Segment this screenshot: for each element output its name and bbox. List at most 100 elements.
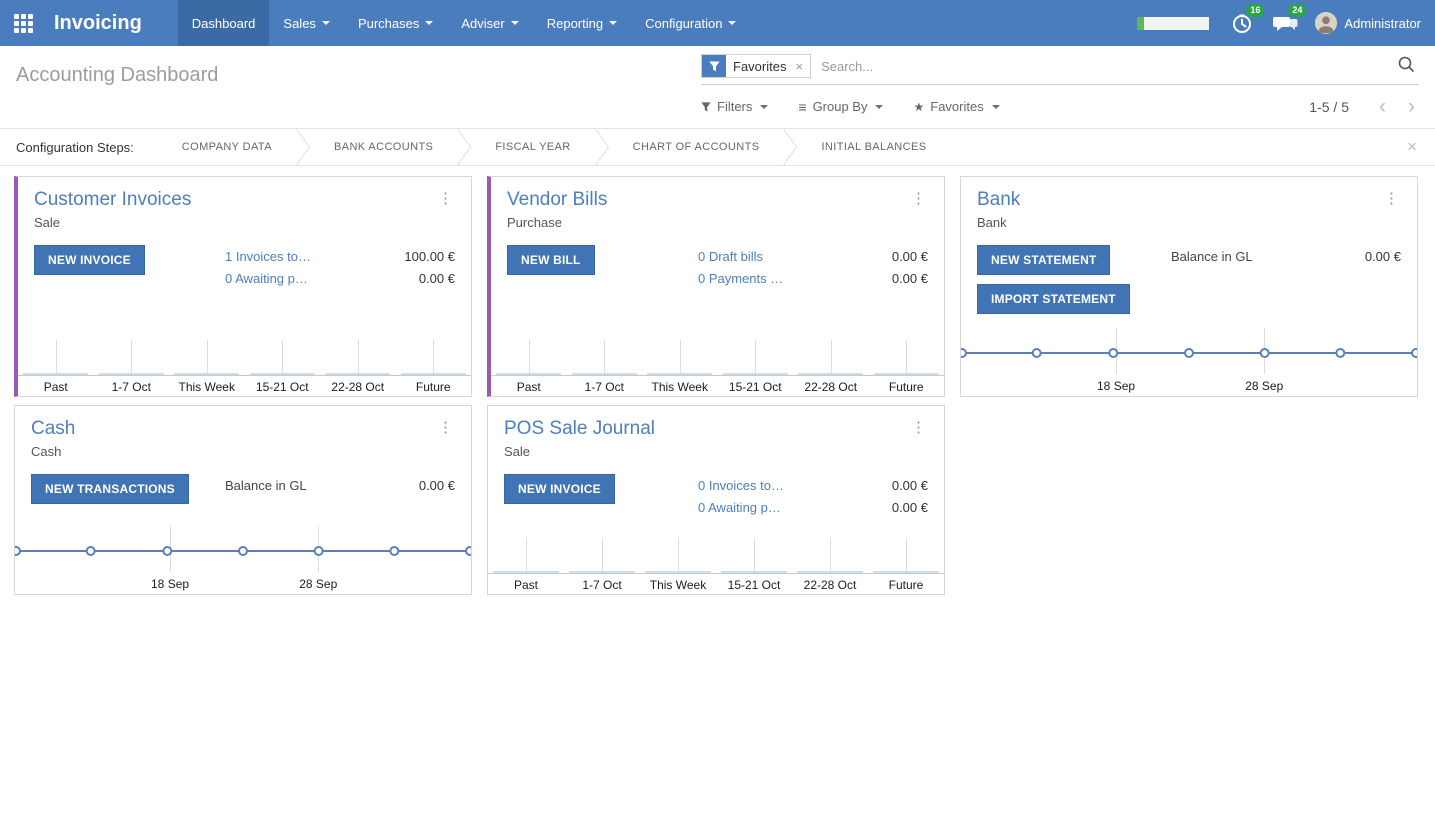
chart-band: [793, 334, 869, 376]
customer-invoices-bar-chart[interactable]: Past 1-7 Oct This Week 15-21 Oct 22-28 O…: [18, 334, 471, 396]
menu-dashboard[interactable]: Dashboard: [177, 0, 270, 46]
kebab-menu-icon[interactable]: [907, 418, 930, 437]
apps-menu-button[interactable]: [0, 0, 46, 46]
kebab-menu-icon[interactable]: [1380, 189, 1403, 208]
chart-band: [245, 334, 321, 376]
x-axis-labels: Past 1-7 Oct This Week 15-21 Oct 22-28 O…: [491, 376, 944, 396]
card-title[interactable]: Customer Invoices: [34, 189, 192, 210]
card-subtitle: Sale: [34, 214, 61, 230]
info-row: 0 Payments … 0.00 €: [698, 271, 928, 286]
group-by-dropdown[interactable]: ≡ Group By: [798, 99, 884, 115]
chart-band: [869, 334, 945, 376]
menu-configuration[interactable]: Configuration: [631, 0, 750, 46]
invoices-to-validate-link[interactable]: 0 Invoices to…: [698, 477, 784, 493]
axis-label: 22-28 Oct: [331, 380, 385, 394]
control-panel: Accounting Dashboard Favorites Filters: [0, 46, 1435, 128]
facet-label: Favorites: [733, 58, 787, 74]
menu-reporting[interactable]: Reporting: [533, 0, 631, 46]
step-initial-balances[interactable]: INITIAL BALANCES: [821, 141, 927, 153]
x-axis-labels: Past 1-7 Oct This Week 15-21 Oct 22-28 O…: [488, 574, 944, 594]
card-title[interactable]: Cash: [31, 418, 76, 439]
messages-badge: 24: [1288, 4, 1307, 17]
info-row: 0 Draft bills 0.00 €: [698, 249, 928, 264]
card-bank: Bank Bank NEW STATEMENT IMPORT STATEMENT…: [960, 176, 1418, 397]
pager-next-button[interactable]: [1404, 96, 1419, 117]
axis-label: Future: [415, 380, 451, 394]
kebab-menu-icon[interactable]: [434, 189, 457, 208]
import-statement-button[interactable]: IMPORT STATEMENT: [977, 283, 1130, 314]
vendor-bills-bar-chart[interactable]: Past 1-7 Oct This Week 15-21 Oct 22-28 O…: [491, 334, 944, 396]
menu-sales[interactable]: Sales: [269, 0, 344, 46]
page-title: Accounting Dashboard: [16, 64, 219, 86]
menu-adviser-label: Adviser: [461, 15, 505, 31]
group-by-label: Group By: [812, 99, 868, 114]
draft-bills-link[interactable]: 0 Draft bills: [698, 248, 764, 264]
balance-in-gl-label: Balance in GL: [225, 477, 307, 493]
axis-label: 1-7 Oct: [582, 578, 622, 592]
caret-down-icon: [875, 104, 884, 109]
menu-dashboard-label: Dashboard: [191, 15, 256, 31]
main-menu: Dashboard Sales Purchases Adviser Report…: [177, 0, 751, 46]
cash-line-chart[interactable]: 18 Sep 28 Sep: [15, 526, 471, 594]
step-fiscal-year[interactable]: FISCAL YEAR: [495, 141, 571, 153]
search-facet-favorites[interactable]: Favorites: [701, 54, 812, 78]
caret-down-icon: [321, 21, 330, 25]
step-chart-of-accounts[interactable]: CHART OF ACCOUNTS: [632, 141, 760, 153]
pager-previous-button[interactable]: [1375, 96, 1390, 117]
funnel-icon: [701, 101, 711, 112]
chart-bands: [488, 532, 944, 574]
info-row: Balance in GL 0.00 €: [225, 478, 455, 493]
step-bank-accounts[interactable]: BANK ACCOUNTS: [333, 141, 434, 153]
messages-button[interactable]: 24: [1273, 4, 1307, 37]
new-bill-button[interactable]: NEW BILL: [507, 244, 595, 275]
step-company-data[interactable]: COMPANY DATA: [181, 141, 272, 153]
new-statement-button[interactable]: NEW STATEMENT: [977, 244, 1111, 275]
axis-label: 28 Sep: [299, 577, 338, 591]
awaiting-payments-link[interactable]: 0 Awaiting p…: [225, 270, 308, 286]
bank-line-chart[interactable]: 18 Sep 28 Sep: [961, 328, 1417, 396]
filters-dropdown[interactable]: Filters: [701, 99, 769, 114]
systray: 16 24 Administrator: [1137, 0, 1435, 46]
search-icon[interactable]: [1397, 55, 1415, 78]
caret-down-icon: [728, 21, 737, 25]
caret-down-icon: [425, 21, 434, 25]
axis-label: This Week: [178, 380, 235, 394]
invoices-to-validate-link[interactable]: 1 Invoices to…: [225, 248, 311, 264]
menu-adviser[interactable]: Adviser: [447, 0, 532, 46]
amount-value: 100.00 €: [404, 248, 455, 264]
kebab-menu-icon[interactable]: [434, 418, 457, 437]
axis-label: 15-21 Oct: [728, 380, 782, 394]
card-pos-sale-journal: POS Sale Journal Sale NEW INVOICE 0 Invo…: [487, 405, 945, 595]
chart-band: [716, 532, 792, 574]
chart-band: [718, 334, 794, 376]
apps-grid-icon: [13, 13, 33, 33]
menu-purchases[interactable]: Purchases: [344, 0, 447, 46]
x-axis-line: [491, 375, 944, 376]
user-menu[interactable]: Administrator: [1315, 12, 1421, 34]
line-plot: [15, 546, 471, 556]
chart-bands: [491, 334, 944, 376]
kebab-menu-icon[interactable]: [907, 189, 930, 208]
search-input[interactable]: [819, 57, 1397, 75]
star-icon: ★: [913, 99, 925, 114]
card-title[interactable]: POS Sale Journal: [504, 418, 656, 439]
card-title[interactable]: Vendor Bills: [507, 189, 608, 210]
facet-remove-icon[interactable]: [795, 59, 803, 74]
amount-value: 0.00 €: [891, 477, 928, 493]
app-brand-title[interactable]: Invoicing: [54, 11, 142, 34]
pos-sale-journal-bar-chart[interactable]: Past 1-7 Oct This Week 15-21 Oct 22-28 O…: [488, 532, 944, 594]
close-icon[interactable]: [1407, 137, 1435, 157]
x-axis-labels: 18 Sep 28 Sep: [961, 374, 1417, 396]
new-transactions-button[interactable]: NEW TRANSACTIONS: [31, 473, 189, 504]
card-title[interactable]: Bank: [977, 189, 1021, 210]
card-subtitle: Cash: [31, 443, 62, 459]
favorites-dropdown[interactable]: ★ Favorites: [913, 99, 1000, 114]
new-invoice-button[interactable]: NEW INVOICE: [504, 473, 615, 504]
chart-band: [320, 334, 396, 376]
favorites-label: Favorites: [930, 99, 984, 114]
activities-clock-button[interactable]: 16: [1231, 4, 1265, 37]
axis-label: 15-21 Oct: [255, 380, 309, 394]
awaiting-payments-link[interactable]: 0 Awaiting p…: [698, 499, 781, 515]
payments-link[interactable]: 0 Payments …: [698, 270, 784, 286]
new-invoice-button[interactable]: NEW INVOICE: [34, 244, 145, 275]
